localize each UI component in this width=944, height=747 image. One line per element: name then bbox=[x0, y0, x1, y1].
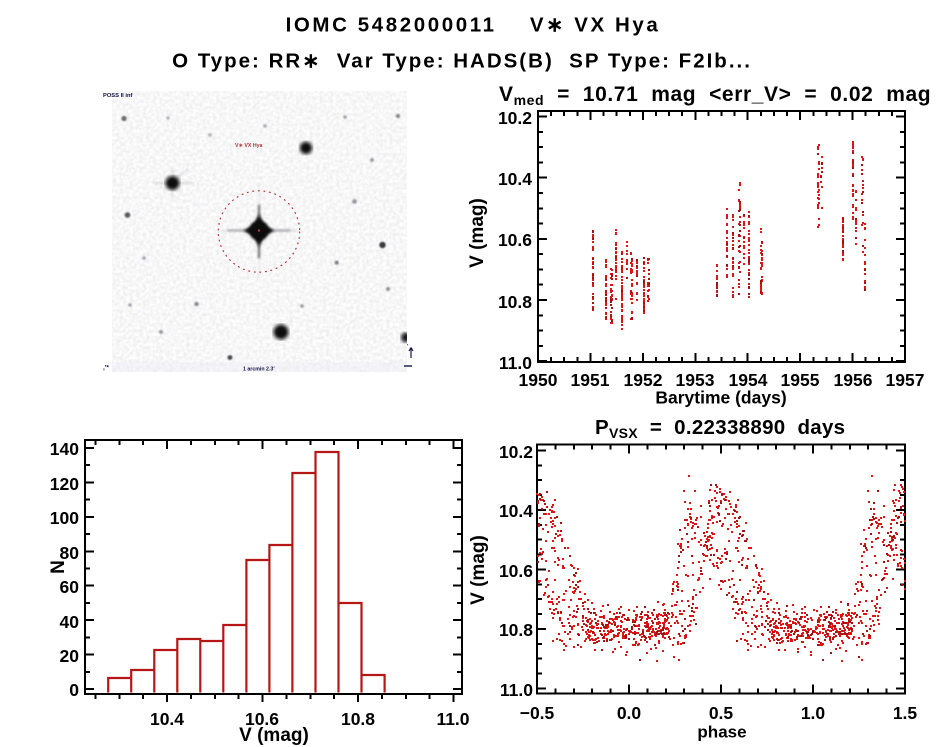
svg-text:40: 40 bbox=[60, 612, 80, 632]
svg-text:10.6: 10.6 bbox=[245, 709, 279, 729]
svg-text:Barytime (days): Barytime (days) bbox=[655, 388, 786, 408]
svg-text:1956: 1956 bbox=[834, 370, 873, 390]
svg-text:10.8: 10.8 bbox=[499, 620, 533, 640]
svg-text:10.6: 10.6 bbox=[498, 230, 532, 250]
svg-text:IOMC 5482000011 V∗ VX Hya: IOMC 5482000011 V∗ VX Hya bbox=[286, 14, 661, 37]
svg-text:120: 120 bbox=[50, 474, 79, 494]
svg-text:140: 140 bbox=[50, 439, 79, 459]
svg-text:V (mag): V (mag) bbox=[239, 725, 309, 746]
svg-text:−0.5: −0.5 bbox=[520, 703, 555, 723]
svg-text:10.2: 10.2 bbox=[498, 108, 532, 128]
svg-text:80: 80 bbox=[60, 543, 80, 563]
svg-text:1953: 1953 bbox=[676, 370, 715, 390]
svg-text:10.8: 10.8 bbox=[341, 709, 375, 729]
svg-text:1957: 1957 bbox=[886, 370, 925, 390]
svg-text:′: ′ bbox=[407, 344, 409, 350]
svg-text:10.4: 10.4 bbox=[498, 169, 532, 189]
svg-text:O Type: RR∗ Var Type: HADS(B): O Type: RR∗ Var Type: HADS(B) SP Type: F… bbox=[172, 50, 752, 73]
svg-text:1.5: 1.5 bbox=[893, 703, 918, 723]
svg-text:10.4: 10.4 bbox=[150, 709, 184, 729]
svg-text:phase: phase bbox=[697, 723, 746, 742]
svg-text:0.5: 0.5 bbox=[709, 703, 734, 723]
svg-text:1954: 1954 bbox=[729, 370, 768, 390]
svg-text:10.2: 10.2 bbox=[499, 442, 533, 462]
svg-text:1952: 1952 bbox=[624, 370, 663, 390]
svg-text:POSS II inf: POSS II inf bbox=[103, 93, 132, 99]
svg-text:V (mag): V (mag) bbox=[468, 535, 489, 605]
svg-text:V (mag): V (mag) bbox=[467, 198, 488, 268]
svg-text:10.4: 10.4 bbox=[499, 501, 533, 521]
svg-text:100: 100 bbox=[50, 508, 79, 528]
svg-text:PVSX = 0.22338890 days: PVSX = 0.22338890 days bbox=[595, 416, 845, 441]
svg-text:11.0: 11.0 bbox=[436, 709, 469, 729]
svg-text:V∗ VX Hya: V∗ VX Hya bbox=[235, 143, 263, 149]
svg-text:,′*: ,′* bbox=[103, 365, 109, 372]
svg-text:11.0: 11.0 bbox=[500, 680, 533, 700]
svg-text:1 arcmin 2.3′: 1 arcmin 2.3′ bbox=[243, 367, 275, 373]
svg-text:Vmed = 10.71 mag <err_V>: Vmed = 10.71 mag <err_V> = 0.02 mag bbox=[499, 83, 931, 108]
svg-text:10.6: 10.6 bbox=[499, 561, 533, 581]
svg-text:0: 0 bbox=[69, 680, 79, 700]
svg-text:1.0: 1.0 bbox=[801, 703, 826, 723]
svg-text:1955: 1955 bbox=[781, 370, 820, 390]
svg-text:1950: 1950 bbox=[519, 370, 558, 390]
svg-text:20: 20 bbox=[60, 646, 80, 666]
svg-text:N: N bbox=[48, 560, 69, 574]
svg-text:60: 60 bbox=[60, 577, 80, 597]
svg-text:1951: 1951 bbox=[571, 370, 610, 390]
svg-text:0.0: 0.0 bbox=[617, 703, 642, 723]
svg-text:10.8: 10.8 bbox=[498, 292, 532, 312]
svg-text:11.0: 11.0 bbox=[499, 353, 532, 373]
